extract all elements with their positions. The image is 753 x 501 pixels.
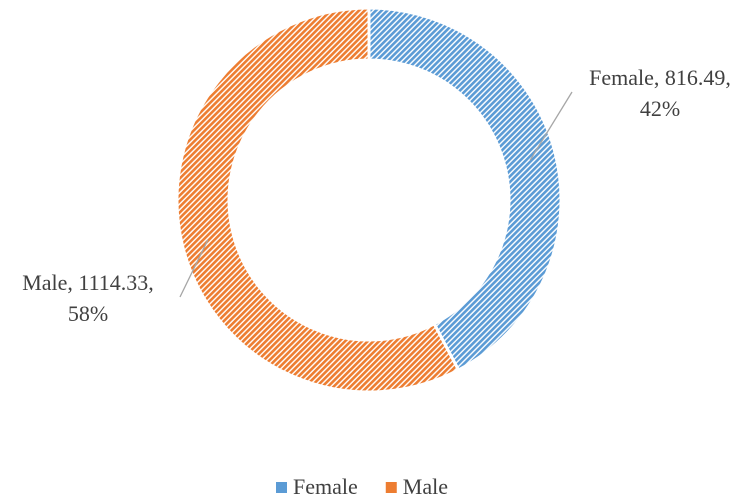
legend-swatch [385, 482, 397, 493]
legend-label: Female [293, 474, 358, 499]
leader-line [529, 91, 573, 161]
data-label: Female, 816.49, [589, 65, 731, 90]
data-label: 58% [68, 301, 108, 326]
data-label: Male, 1114.33, [22, 270, 154, 295]
legend-label: Male [403, 474, 448, 499]
leader-line [179, 239, 209, 298]
donut-slice [175, 6, 461, 394]
data-label: 42% [640, 96, 680, 121]
legend-swatch [276, 482, 287, 493]
donut-slice [367, 6, 563, 372]
